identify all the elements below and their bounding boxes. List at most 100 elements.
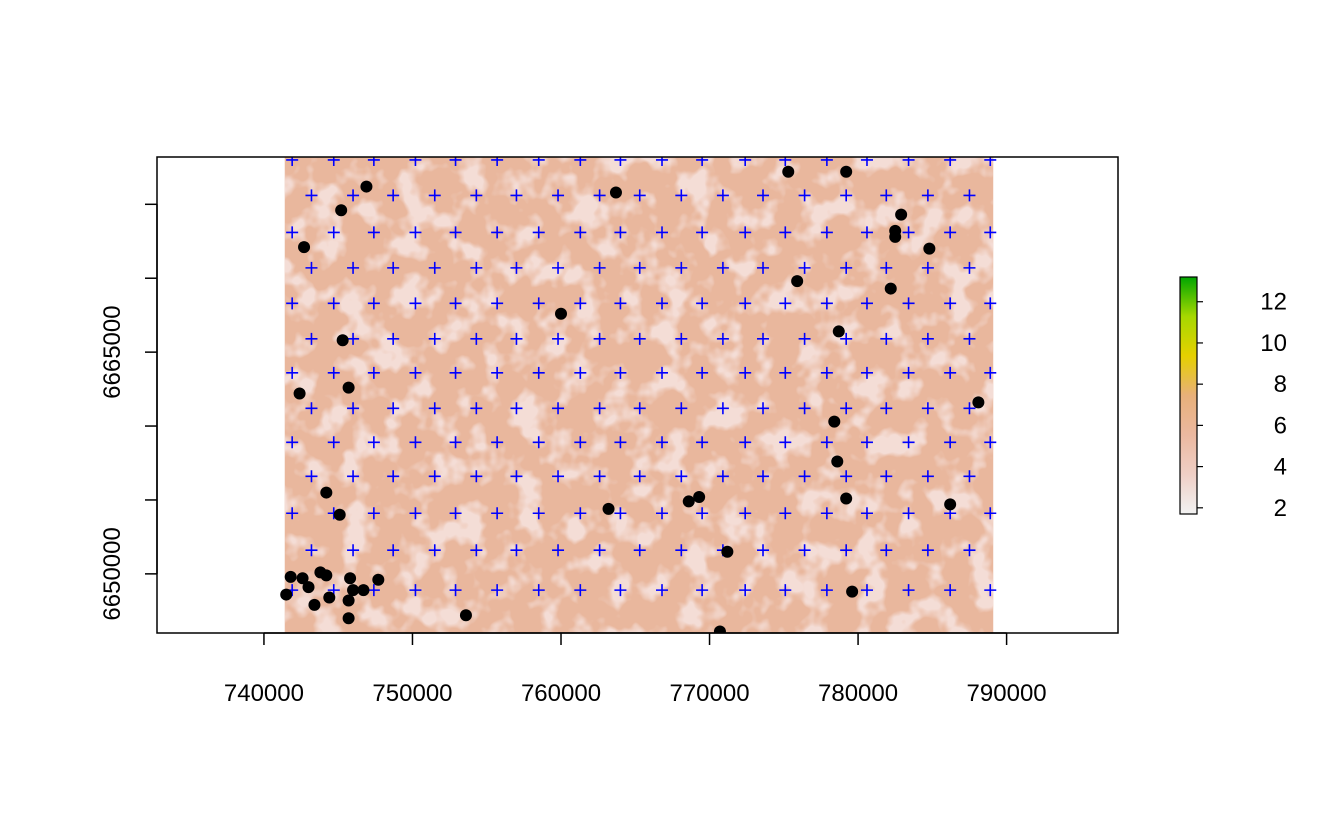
grid-point bbox=[656, 507, 669, 520]
grid-point bbox=[820, 366, 833, 379]
grid-point bbox=[860, 157, 873, 166]
grid-point bbox=[840, 189, 853, 202]
grid-point bbox=[921, 261, 934, 274]
grid-point bbox=[614, 226, 627, 239]
grid-point bbox=[286, 507, 299, 520]
grid-point bbox=[387, 470, 400, 483]
grid-point bbox=[779, 297, 792, 310]
grid-point bbox=[716, 332, 729, 345]
grid-point bbox=[739, 507, 752, 520]
grid-point bbox=[656, 157, 669, 166]
grid-point bbox=[593, 261, 606, 274]
grid-point bbox=[798, 332, 811, 345]
grid-point bbox=[387, 261, 400, 274]
grid-point bbox=[860, 507, 873, 520]
grid-point bbox=[387, 402, 400, 415]
sample-point bbox=[693, 491, 706, 503]
sample-point bbox=[342, 381, 355, 394]
grid-point bbox=[675, 189, 688, 202]
grid-point bbox=[532, 366, 545, 379]
grid-point bbox=[984, 366, 997, 379]
grid-point bbox=[614, 507, 627, 520]
grid-point bbox=[840, 544, 853, 557]
grid-point bbox=[820, 157, 833, 166]
grid-point bbox=[944, 436, 957, 449]
sample-point bbox=[791, 275, 804, 288]
grid-point bbox=[327, 297, 340, 310]
grid-point bbox=[327, 226, 340, 239]
grid-point bbox=[984, 297, 997, 310]
sample-point bbox=[320, 569, 333, 582]
sample-point bbox=[302, 581, 315, 594]
grid-point bbox=[387, 189, 400, 202]
grid-point bbox=[716, 470, 729, 483]
grid-point bbox=[428, 402, 441, 415]
grid-point bbox=[633, 261, 646, 274]
grid-point bbox=[880, 470, 893, 483]
sample-point bbox=[828, 415, 841, 428]
grid-point bbox=[984, 226, 997, 239]
grid-point bbox=[491, 584, 504, 597]
sample-point bbox=[333, 508, 346, 521]
grid-point bbox=[656, 366, 669, 379]
grid-point bbox=[574, 226, 587, 239]
sample-point bbox=[832, 325, 845, 338]
plot-area bbox=[280, 157, 997, 633]
grid-point bbox=[944, 366, 957, 379]
grid-point bbox=[409, 157, 422, 166]
grid-point bbox=[902, 297, 915, 310]
grid-point bbox=[820, 507, 833, 520]
grid-point bbox=[860, 226, 873, 239]
sample-point bbox=[372, 573, 385, 586]
grid-point bbox=[593, 332, 606, 345]
grid-point bbox=[552, 402, 565, 415]
grid-point bbox=[510, 261, 523, 274]
grid-point bbox=[944, 226, 957, 239]
colorbar-tick-label: 10 bbox=[1260, 330, 1287, 357]
grid-point bbox=[633, 189, 646, 202]
grid-point bbox=[593, 189, 606, 202]
grid-point bbox=[675, 261, 688, 274]
colorbar-tick-label: 12 bbox=[1260, 289, 1287, 316]
grid-point bbox=[470, 470, 483, 483]
grid-point bbox=[757, 261, 770, 274]
grid-point bbox=[409, 584, 422, 597]
sample-point bbox=[884, 282, 897, 295]
sample-point bbox=[895, 208, 908, 221]
grid-point bbox=[820, 584, 833, 597]
grid-point bbox=[902, 366, 915, 379]
grid-point bbox=[984, 507, 997, 520]
grid-point bbox=[532, 507, 545, 520]
sample-point bbox=[459, 609, 472, 622]
grid-point bbox=[367, 507, 380, 520]
sample-point bbox=[972, 396, 985, 409]
grid-point bbox=[696, 226, 709, 239]
grid-point bbox=[902, 157, 915, 166]
grid-point bbox=[633, 332, 646, 345]
sample-point bbox=[831, 455, 844, 468]
x-tick-label: 740000 bbox=[224, 680, 304, 707]
x-tick-label: 780000 bbox=[818, 680, 898, 707]
grid-point bbox=[820, 297, 833, 310]
grid-point bbox=[574, 507, 587, 520]
grid-point bbox=[347, 261, 360, 274]
colorbar-tick-label: 6 bbox=[1274, 412, 1287, 439]
grid-point bbox=[327, 366, 340, 379]
grid-point bbox=[716, 261, 729, 274]
grid-point bbox=[779, 507, 792, 520]
grid-point bbox=[963, 470, 976, 483]
grid-point bbox=[449, 507, 462, 520]
grid-point bbox=[470, 332, 483, 345]
grid-point bbox=[387, 544, 400, 557]
grid-point bbox=[963, 189, 976, 202]
grid-point bbox=[820, 226, 833, 239]
grid-point bbox=[860, 584, 873, 597]
grid-point bbox=[286, 436, 299, 449]
grid-point bbox=[820, 436, 833, 449]
grid-point bbox=[921, 544, 934, 557]
grid-point bbox=[757, 402, 770, 415]
grid-point bbox=[510, 470, 523, 483]
sample-point bbox=[342, 612, 355, 625]
grid-point bbox=[739, 297, 752, 310]
sample-point bbox=[840, 165, 853, 178]
